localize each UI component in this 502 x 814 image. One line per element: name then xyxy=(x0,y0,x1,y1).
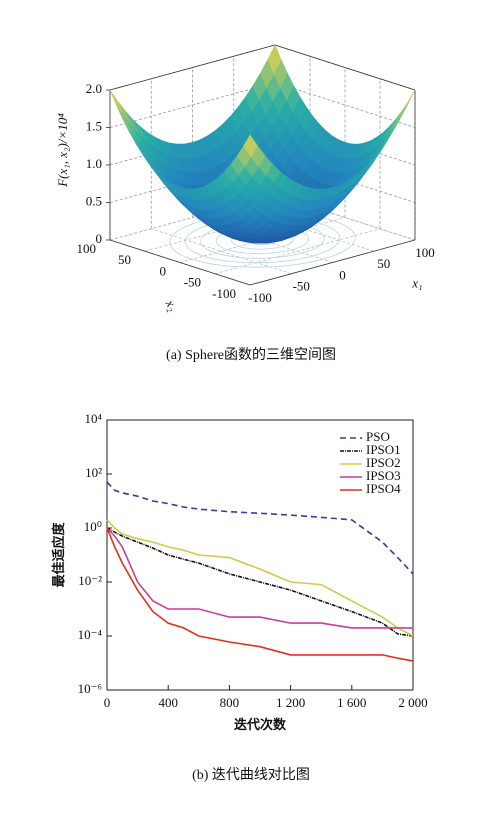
legend-label: IPSO2 xyxy=(366,455,401,470)
grid-line xyxy=(151,228,292,275)
x-axis-label: 迭代次数 xyxy=(234,717,287,732)
z-tick-label: 1.0 xyxy=(86,156,102,171)
legend-label: PSO xyxy=(366,429,390,444)
z-tick-label: 2.0 xyxy=(86,81,102,96)
x-tick-label: 2 000 xyxy=(398,695,427,710)
series-line xyxy=(106,527,413,629)
x-tick-label: 100 xyxy=(415,245,435,260)
grid-line xyxy=(274,157,416,203)
y-tick-label: -100 xyxy=(212,286,236,301)
y-tick-label: 100 xyxy=(77,241,97,256)
series-line xyxy=(106,519,414,637)
grid-line xyxy=(214,228,381,275)
y-tick-label: 10⁴ xyxy=(84,411,102,426)
x-tick-label: 50 xyxy=(377,256,390,271)
y-tick-label: 10⁻⁴ xyxy=(78,627,103,642)
x-tick-label: 400 xyxy=(158,695,178,710)
y-tick-label: 0 xyxy=(160,263,167,278)
y-axis-label: 最佳适应度 xyxy=(51,522,66,588)
box-edge xyxy=(109,239,251,286)
x-axis-label: x₁ xyxy=(411,276,422,291)
box-edge xyxy=(249,239,416,286)
z-axis-label: F(x₁, x₂)/×10⁴ xyxy=(55,113,70,188)
x-tick-label: 0 xyxy=(104,695,111,710)
legend-label: IPSO3 xyxy=(366,468,401,483)
box-edge xyxy=(109,44,276,91)
y-tick-label: 10² xyxy=(85,465,102,480)
x-tick-label: 800 xyxy=(220,695,240,710)
caption: (b) 迭代曲线对比图 xyxy=(192,767,310,783)
series-line xyxy=(106,481,414,575)
z-tick-label: 0.5 xyxy=(86,193,102,208)
legend-label: IPSO1 xyxy=(366,442,401,457)
series-line xyxy=(106,527,414,662)
plot-frame xyxy=(106,419,414,691)
z-tick-label: 0 xyxy=(96,231,103,246)
series-line xyxy=(106,527,414,637)
x-tick-label: 1 600 xyxy=(337,695,366,710)
y-tick-label: 50 xyxy=(118,252,131,267)
box-edge xyxy=(274,44,416,91)
z-tick-label: 1.5 xyxy=(86,118,102,133)
y-tick-label: -50 xyxy=(184,275,201,290)
x-tick-label: -100 xyxy=(248,290,272,305)
grid-line xyxy=(274,82,416,128)
x-tick-label: 1 200 xyxy=(276,695,305,710)
legend-label: IPSO4 xyxy=(366,481,401,496)
x-tick-label: 0 xyxy=(339,267,346,282)
y-tick-label: 10⁻² xyxy=(78,573,102,588)
x-tick-label: -50 xyxy=(293,279,310,294)
y-tick-label: 10⁰ xyxy=(84,519,102,534)
caption: (a) Sphere函数的三维空间图 xyxy=(166,347,336,363)
grid-line xyxy=(274,119,416,166)
grid-line xyxy=(274,194,416,241)
y-tick-label: 10⁻⁶ xyxy=(78,681,102,696)
surface-patch xyxy=(243,134,258,158)
